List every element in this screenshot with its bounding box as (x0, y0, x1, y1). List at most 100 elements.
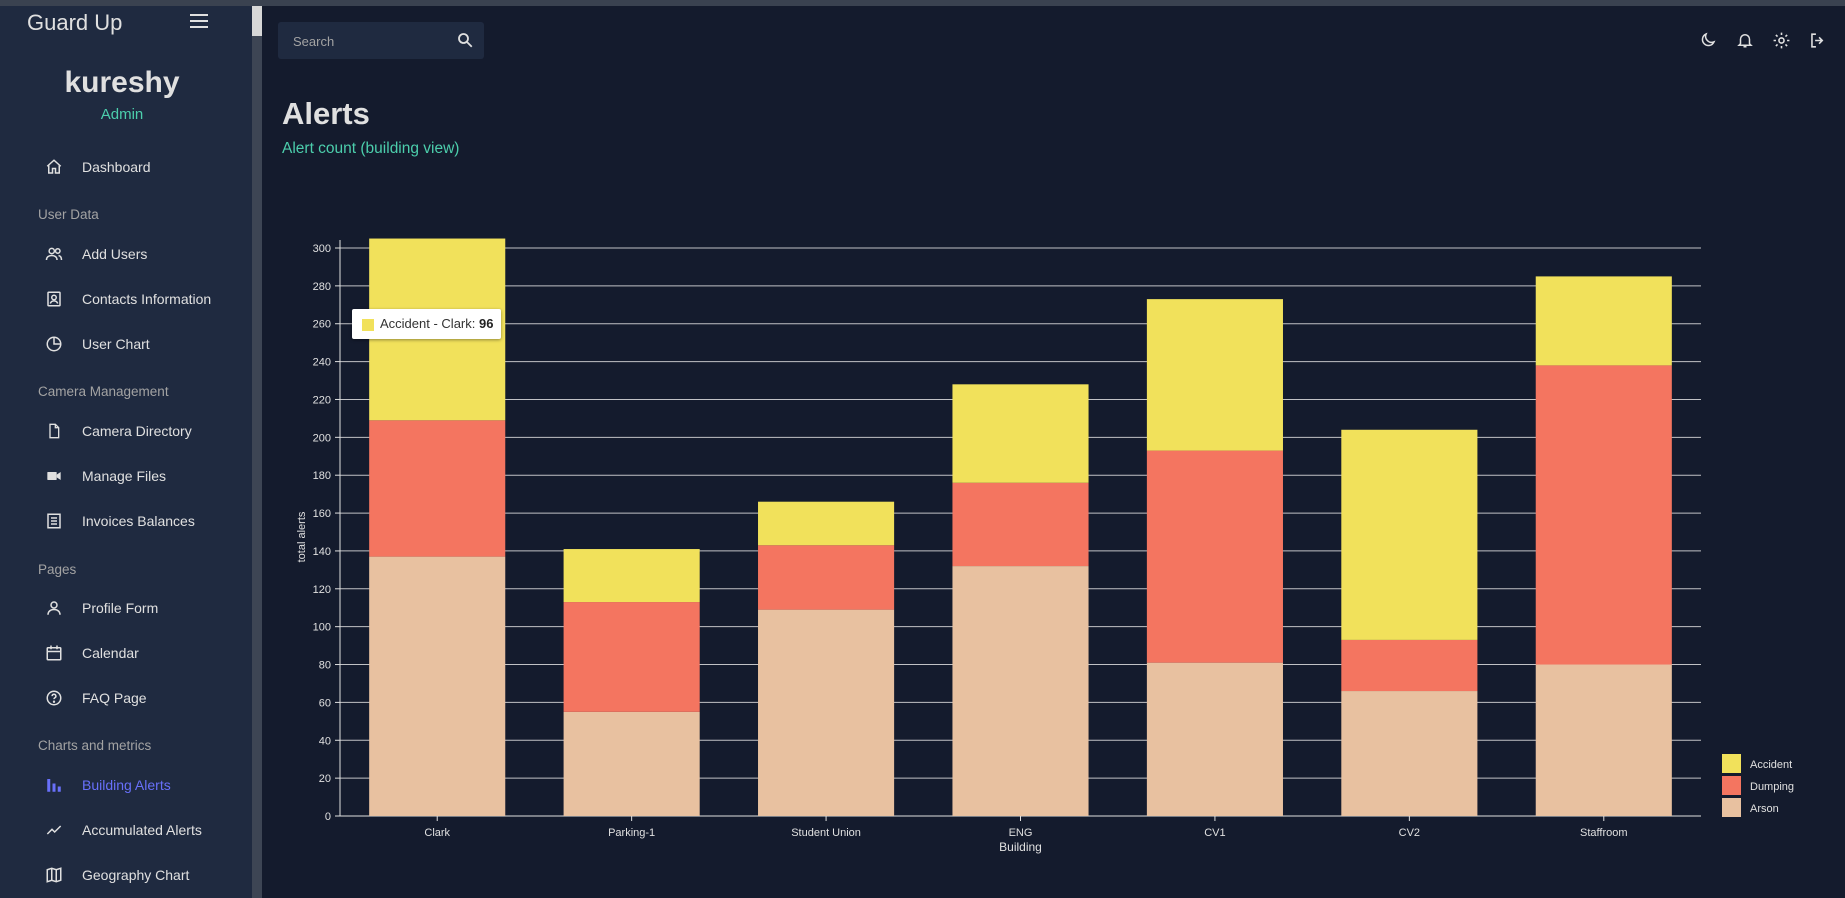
bar-segment-accident (1535, 276, 1672, 366)
sidebar-item-user-chart[interactable]: User Chart (44, 329, 150, 359)
bar-segment-arson (1535, 664, 1672, 816)
tooltip-label: Accident - Clark: (380, 316, 476, 331)
home-icon (44, 157, 64, 177)
y-tick-label: 140 (313, 546, 331, 558)
y-tick-label: 120 (313, 584, 331, 596)
sidebar-item-manage-files[interactable]: Manage Files (44, 461, 166, 491)
sidebar-item-label: Add Users (82, 246, 148, 262)
bar-segment-arson (1146, 662, 1283, 816)
sidebar-item-label: Manage Files (82, 468, 167, 484)
x-tick-label: ENG (1009, 827, 1033, 839)
video-camera-icon (44, 466, 64, 486)
x-tick-label: Student Union (791, 827, 861, 839)
legend-label: Arson (1750, 803, 1779, 815)
sidebar-item-calendar[interactable]: Calendar (44, 638, 139, 668)
sidebar-item-profile-form[interactable]: Profile Form (44, 593, 158, 623)
brand-title: Guard Up (27, 10, 123, 35)
bar-chart-icon (44, 775, 64, 795)
y-tick-label: 200 (313, 432, 331, 444)
stacked-bar-chart: 0 20 40 60 80 100 120 140 160 180 200 220 240 260 280 3… (296, 238, 1794, 854)
page-title: Alerts (282, 96, 370, 131)
sidebar-item-faq[interactable]: FAQ Page (44, 683, 147, 713)
sidebar-item-label: Geography Chart (82, 867, 190, 883)
bar-segment-dumping (1341, 639, 1478, 692)
bar-segment-arson (758, 609, 895, 816)
menu-toggle-icon[interactable] (190, 14, 208, 28)
file-icon (44, 421, 64, 441)
sidebar-item-invoices[interactable]: Invoices Balances (44, 506, 195, 536)
sidebar-item-label: Profile Form (82, 600, 159, 616)
x-axis-title: Building (999, 840, 1042, 854)
dark-mode-icon[interactable] (1697, 29, 1719, 51)
sidebar-item-label: User Chart (82, 336, 150, 352)
section-title-user-data: User Data (38, 207, 99, 222)
x-tick-label: Staffroom (1580, 827, 1628, 839)
bar-segment-accident (952, 384, 1089, 483)
y-tick-label: 100 (313, 622, 331, 634)
tooltip-value: 96 (479, 316, 494, 331)
legend-swatch-accident (1722, 754, 1741, 773)
y-tick-label: 80 (319, 660, 331, 672)
y-tick-label: 180 (313, 470, 331, 482)
sidebar-item-label: Calendar (82, 645, 139, 661)
sidebar-item-label: FAQ Page (82, 690, 147, 706)
bar-segment-dumping (952, 482, 1089, 567)
sidebar-scrollbar-thumb[interactable] (252, 6, 262, 36)
sidebar: Guard Up kureshy Admin Dashboard User Da… (0, 6, 252, 898)
legend-label: Dumping (1750, 781, 1794, 793)
settings-gear-icon[interactable] (1770, 29, 1792, 51)
search-box (278, 22, 484, 59)
map-icon (44, 865, 64, 885)
y-tick-label: 20 (319, 773, 331, 785)
sidebar-item-building-alerts[interactable]: Building Alerts (44, 770, 171, 800)
sidebar-item-geography-chart[interactable]: Geography Chart (44, 860, 189, 890)
sidebar-item-accumulated-alerts[interactable]: Accumulated Alerts (44, 815, 202, 845)
sidebar-item-label: Contacts Information (82, 291, 212, 307)
help-circle-icon (44, 688, 64, 708)
bar-segment-dumping (563, 602, 700, 712)
y-tick-label: 260 (313, 319, 331, 331)
bar-segment-dumping (1535, 365, 1672, 665)
y-tick-label: 0 (325, 811, 331, 823)
y-tick-label: 280 (313, 281, 331, 293)
search-icon[interactable] (456, 31, 474, 54)
sidebar-scrollbar[interactable] (252, 6, 262, 898)
bar-segment-accident (563, 549, 700, 603)
logout-icon[interactable] (1806, 29, 1828, 51)
receipt-icon (44, 511, 64, 531)
section-title-charts: Charts and metrics (38, 738, 152, 753)
trending-line-icon (44, 820, 64, 840)
sidebar-item-label: Accumulated Alerts (82, 822, 202, 838)
bar-segment-arson (1341, 691, 1478, 816)
contacts-icon (44, 289, 64, 309)
bar-segment-arson (369, 556, 506, 816)
tooltip-swatch (362, 319, 374, 331)
x-tick-label: CV2 (1399, 827, 1420, 839)
bar-segment-arson (563, 711, 700, 816)
legend-label: Accident (1750, 759, 1792, 771)
search-input[interactable] (293, 31, 443, 51)
user-name: kureshy (64, 66, 180, 99)
bar-segment-arson (952, 566, 1089, 816)
bar-segment-dumping (1146, 450, 1283, 663)
sidebar-item-label: Invoices Balances (82, 513, 195, 529)
y-tick-label: 220 (313, 394, 331, 406)
x-tick-label: Parking-1 (608, 827, 655, 839)
bar-segment-accident (1341, 429, 1478, 640)
people-icon (44, 244, 64, 264)
page-subtitle: Alert count (building view) (282, 140, 460, 157)
y-tick-label: 60 (319, 697, 331, 709)
sidebar-item-add-users[interactable]: Add Users (44, 239, 147, 269)
y-tick-label: 160 (313, 508, 331, 520)
user-role: Admin (100, 106, 144, 123)
sidebar-item-camera-directory[interactable]: Camera Directory (44, 416, 192, 446)
sidebar-item-dashboard[interactable]: Dashboard (44, 152, 151, 182)
sidebar-item-contacts[interactable]: Contacts Information (44, 284, 211, 314)
y-axis-title: total alerts (296, 511, 308, 562)
calendar-icon (44, 643, 64, 663)
x-tick-label: CV1 (1204, 827, 1225, 839)
sidebar-item-label: Camera Directory (82, 423, 192, 439)
y-tick-label: 240 (313, 357, 331, 369)
notifications-icon[interactable] (1734, 29, 1756, 51)
window-top-strip (0, 0, 1845, 6)
